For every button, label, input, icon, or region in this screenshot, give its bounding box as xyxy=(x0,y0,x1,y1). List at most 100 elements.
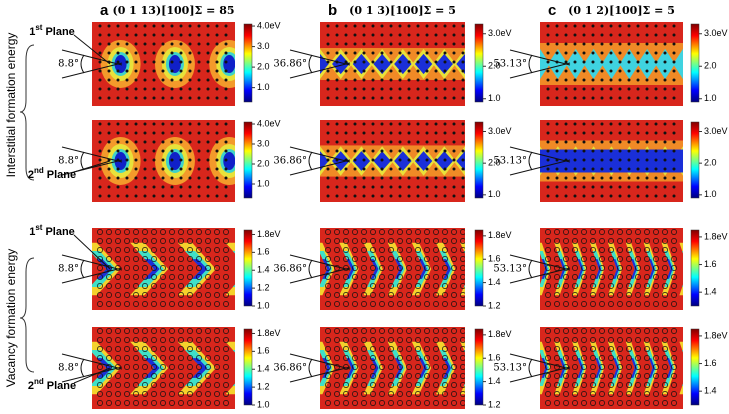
site xyxy=(326,69,330,73)
site xyxy=(415,229,421,235)
site xyxy=(555,51,559,55)
site xyxy=(205,346,211,352)
site xyxy=(662,337,668,343)
site xyxy=(563,301,569,307)
site xyxy=(152,24,156,28)
site xyxy=(617,373,623,379)
site xyxy=(627,194,631,198)
site xyxy=(618,149,622,153)
site xyxy=(98,185,102,189)
colorbar-tick-label: 1.4 xyxy=(704,386,717,396)
site xyxy=(443,185,447,189)
site xyxy=(124,337,130,343)
site xyxy=(452,194,456,198)
site xyxy=(626,229,632,235)
site xyxy=(161,131,165,135)
site xyxy=(590,274,596,280)
site xyxy=(196,238,202,244)
site xyxy=(564,167,568,171)
site xyxy=(326,167,330,171)
site xyxy=(143,78,147,82)
angle-line xyxy=(509,366,571,383)
site xyxy=(407,122,411,126)
site xyxy=(654,140,658,144)
site xyxy=(618,176,622,180)
site xyxy=(353,60,357,64)
site xyxy=(196,247,202,253)
site xyxy=(178,256,184,262)
site xyxy=(107,140,111,144)
site xyxy=(334,328,340,334)
site xyxy=(115,229,121,235)
site xyxy=(142,391,148,397)
site xyxy=(388,265,394,271)
site xyxy=(443,33,447,37)
site xyxy=(389,158,393,162)
site xyxy=(335,122,339,126)
site xyxy=(170,78,174,82)
site xyxy=(124,301,130,307)
site xyxy=(116,42,120,46)
site xyxy=(205,400,211,406)
site xyxy=(205,337,211,343)
site xyxy=(555,194,559,198)
site xyxy=(546,185,550,189)
site xyxy=(197,149,201,153)
site xyxy=(205,274,211,280)
site xyxy=(591,78,595,82)
site xyxy=(388,274,394,280)
site xyxy=(406,292,412,298)
site xyxy=(125,69,129,73)
site xyxy=(143,131,147,135)
site xyxy=(160,238,166,244)
site xyxy=(635,283,641,289)
site xyxy=(371,78,375,82)
site xyxy=(352,283,358,289)
site xyxy=(343,238,349,244)
site xyxy=(406,283,412,289)
site xyxy=(352,364,358,370)
site xyxy=(573,60,577,64)
site xyxy=(161,78,165,82)
site xyxy=(142,400,148,406)
site xyxy=(161,24,165,28)
site xyxy=(609,158,613,162)
site xyxy=(370,337,376,343)
site xyxy=(452,60,456,64)
site xyxy=(161,87,165,91)
site xyxy=(627,158,631,162)
site xyxy=(572,247,578,253)
site xyxy=(627,33,631,37)
site xyxy=(343,355,349,361)
site xyxy=(452,158,456,162)
site xyxy=(151,283,157,289)
site xyxy=(671,382,677,388)
site xyxy=(97,400,103,406)
site xyxy=(215,167,219,171)
colorbar-tick-label: 2.0 xyxy=(704,158,717,168)
site xyxy=(388,391,394,397)
site xyxy=(407,167,411,171)
site xyxy=(442,400,448,406)
site xyxy=(353,149,357,153)
site xyxy=(626,373,632,379)
site xyxy=(106,337,112,343)
site xyxy=(344,176,348,180)
site xyxy=(143,158,147,162)
site xyxy=(407,69,411,73)
plane-pointer xyxy=(73,234,111,270)
site xyxy=(572,265,578,271)
colorbar xyxy=(243,23,253,103)
site xyxy=(636,149,640,153)
site xyxy=(353,194,357,198)
colorbar-tick-label: 3.0eV xyxy=(704,28,728,38)
site xyxy=(143,24,147,28)
plane-pointer xyxy=(73,34,111,65)
site xyxy=(362,24,366,28)
site xyxy=(371,131,375,135)
site xyxy=(178,328,184,334)
site xyxy=(617,391,623,397)
site xyxy=(582,176,586,180)
site xyxy=(353,131,357,135)
angle-arc xyxy=(528,151,533,171)
